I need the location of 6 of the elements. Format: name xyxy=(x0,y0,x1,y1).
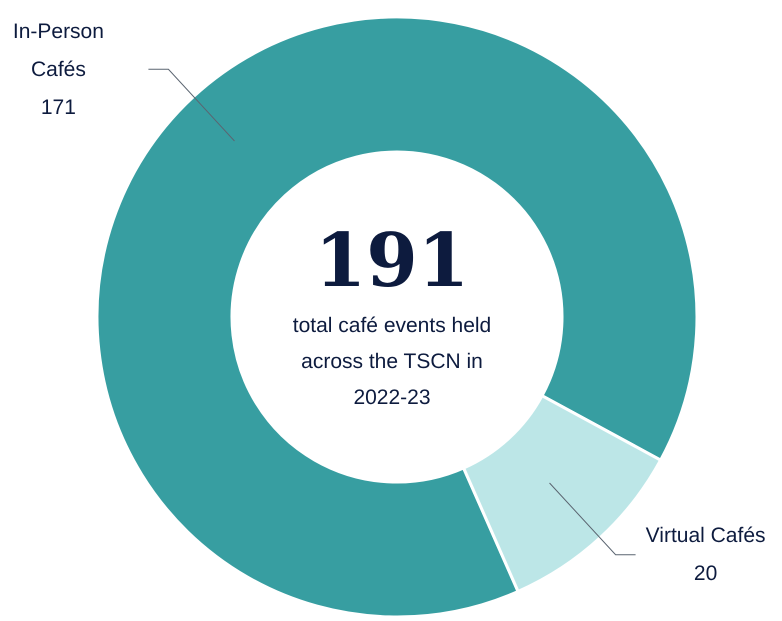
text: 191 xyxy=(314,218,470,304)
data-label: 171 xyxy=(40,96,76,119)
slice-label: Virtual Cafés xyxy=(646,524,766,548)
data-label: 20 xyxy=(694,562,718,586)
slice-label: In-Person Cafés xyxy=(12,20,104,81)
text: total café events held across the TSCN in 2022-23 xyxy=(292,313,492,411)
